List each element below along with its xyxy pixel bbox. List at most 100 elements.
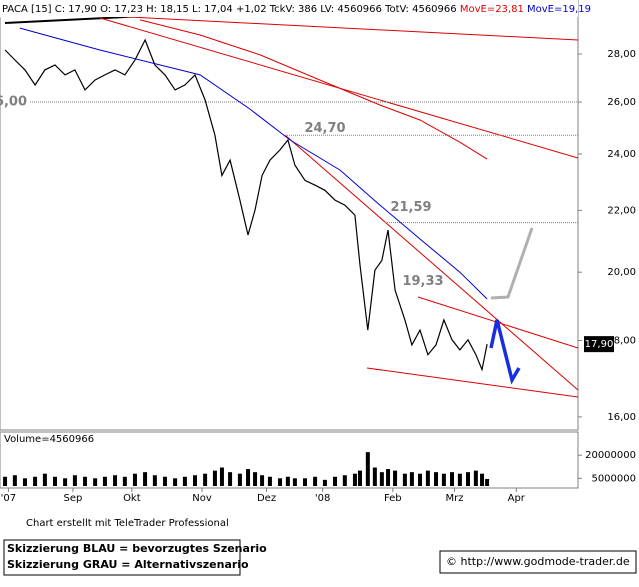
volume-bar xyxy=(253,472,258,486)
volume-bar xyxy=(237,473,242,486)
volume-bar xyxy=(52,476,57,486)
volume-bar xyxy=(33,476,38,486)
volume-bar xyxy=(3,476,8,486)
volume-bar xyxy=(260,475,265,486)
y-tick-label: 20,00 xyxy=(607,267,636,278)
volume-bar xyxy=(402,473,407,486)
y-tick-label: 28,00 xyxy=(607,49,636,60)
volume-bar xyxy=(102,476,107,486)
trend-line xyxy=(366,367,578,398)
trend-line xyxy=(284,134,578,391)
y-tick-label: 18,00 xyxy=(607,336,636,347)
volume-bar xyxy=(143,472,148,486)
x-tick-label: Mrz xyxy=(446,493,464,504)
volume-bar xyxy=(93,478,98,486)
price-panel xyxy=(0,0,579,431)
volume-bar xyxy=(203,473,208,486)
volume-bar xyxy=(393,470,398,486)
volume-bar xyxy=(83,476,88,486)
volume-bar xyxy=(357,470,362,486)
volume-bar xyxy=(365,452,370,486)
trend-line xyxy=(89,14,578,41)
header: PACA [15] C: 17,90 O: 17,23 H: 18,15 L: … xyxy=(2,4,591,15)
volume-bar xyxy=(42,473,47,486)
volume-bar xyxy=(122,476,127,486)
volume-bar xyxy=(228,472,233,486)
scenario-grey xyxy=(490,227,534,300)
legend-box xyxy=(3,539,241,576)
annotation: 26,00 xyxy=(0,95,27,110)
x-tick-label: Sep xyxy=(64,493,83,504)
moving-average xyxy=(139,19,488,160)
header-text: PACA [15] C: 17,90 O: 17,23 H: 18,15 L: … xyxy=(2,4,457,15)
price-line xyxy=(4,38,488,372)
copyright: © http://www.godmode-trader.de xyxy=(446,555,630,568)
volume-bar xyxy=(322,479,327,486)
volume-bar xyxy=(450,472,455,486)
volume-bar xyxy=(386,469,391,486)
volume-bar xyxy=(12,475,17,486)
x-tick-label: Nov xyxy=(192,493,212,504)
copyright-box xyxy=(439,550,637,574)
volume-bar xyxy=(162,476,167,486)
volume-bar xyxy=(333,476,338,486)
y-tick-label: 24,00 xyxy=(607,149,636,160)
plot-area: 26,00 24,70 21,59 19,33 xyxy=(0,13,578,398)
volume-bar xyxy=(418,473,423,486)
volume-bar xyxy=(246,469,251,486)
x-tick-label: Okt xyxy=(123,493,141,504)
volume-bar xyxy=(434,472,439,486)
volume-bar xyxy=(302,478,307,486)
x-tick-label: '08 xyxy=(315,493,330,504)
scenario-blue xyxy=(489,319,521,385)
header-bg xyxy=(0,0,578,17)
annotation: 24,70 xyxy=(304,121,345,136)
volume-bar xyxy=(152,475,157,486)
volume-bar xyxy=(193,475,198,486)
volume-bar xyxy=(22,478,27,486)
volume-bar xyxy=(425,470,430,486)
x-tick-label: Dez xyxy=(257,493,276,504)
volume-label: Volume=4560966 xyxy=(4,434,94,445)
y-tick-label: 16,00 xyxy=(607,412,636,423)
ma-label: MovE=19,19 xyxy=(527,4,591,15)
legend-line: Skizzierung GRAU = Alternativszenario xyxy=(7,558,249,571)
volume-tick-label: 20000000 xyxy=(585,450,636,461)
last-price-label: 17,90 xyxy=(585,339,614,350)
volume-bar xyxy=(485,478,490,486)
volume-bar xyxy=(441,473,446,486)
volume-bar xyxy=(342,475,347,486)
volume-bar xyxy=(72,475,77,486)
volume-bar xyxy=(473,470,478,486)
volume-tick-label: 5000000 xyxy=(591,473,636,484)
last-price-box xyxy=(584,336,614,353)
x-tick-label: Feb xyxy=(384,493,402,504)
volume-bar xyxy=(313,476,318,486)
x-tick-label: '07 xyxy=(1,493,16,504)
volume-bar xyxy=(173,478,178,486)
x-tick-label: Apr xyxy=(508,493,526,504)
volume-bar xyxy=(372,467,377,486)
legend-line: Skizzierung BLAU = bevorzugtes Szenario xyxy=(7,542,267,555)
volume-bar xyxy=(212,470,217,486)
volume-bar xyxy=(285,476,290,486)
volume-bar xyxy=(457,473,462,486)
volume-bar xyxy=(480,473,485,486)
y-tick-label: 26,00 xyxy=(607,97,636,108)
footer: Chart erstellt mit TeleTrader Profession… xyxy=(26,518,229,529)
annotation: 21,59 xyxy=(390,200,431,215)
ma-label: MovE=23,81 xyxy=(460,4,524,15)
volume-bar xyxy=(466,472,471,486)
volume-bar xyxy=(292,478,297,486)
volume-bar xyxy=(409,472,414,486)
volume-bar xyxy=(132,473,137,486)
volume-bar xyxy=(278,478,283,486)
moving-average xyxy=(19,27,488,300)
annotation: 19,33 xyxy=(402,274,443,289)
volume-bar xyxy=(219,467,224,486)
volume-bar xyxy=(63,478,68,486)
volume-bar xyxy=(379,472,384,486)
y-tick-label: 22,00 xyxy=(607,205,636,216)
volume-bar xyxy=(267,476,272,486)
